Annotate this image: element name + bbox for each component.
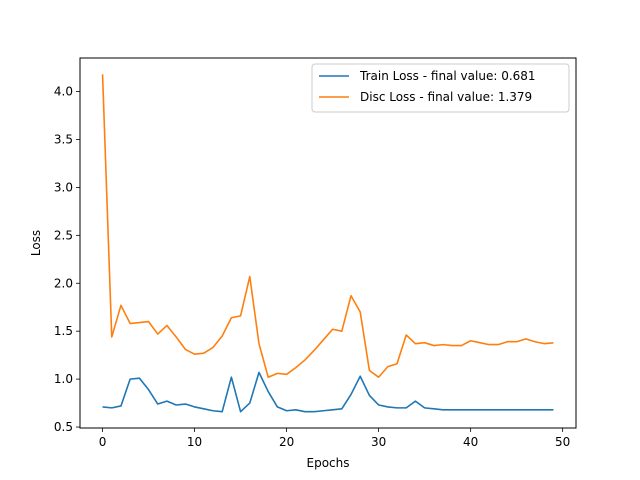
y-tick-label: 1.0 xyxy=(54,372,73,386)
x-tick-label: 10 xyxy=(187,435,202,449)
axes-frame xyxy=(79,57,577,429)
y-tick-label: 1.5 xyxy=(54,324,73,338)
legend-entry-train: Train Loss - final value: 0.681 xyxy=(359,69,536,83)
series-line-train-loss xyxy=(102,371,554,413)
y-tick-label: 3.0 xyxy=(54,180,73,194)
legend-entry-disc: Disc Loss - final value: 1.379 xyxy=(360,90,532,104)
x-axis-ticks: 0 10 20 30 40 50 xyxy=(99,428,570,449)
legend-box xyxy=(311,63,570,113)
x-axis-label: Epochs xyxy=(307,456,350,470)
series-line-disc-loss xyxy=(101,74,554,379)
y-tick-label: 0.5 xyxy=(54,420,73,434)
legend: Train Loss - final value: 0.681 Disc Los… xyxy=(311,63,570,113)
y-axis-label: Loss xyxy=(29,230,43,256)
y-tick-label: 2.0 xyxy=(54,276,73,290)
plot-lines xyxy=(101,74,554,413)
x-tick-label: 40 xyxy=(463,435,478,449)
y-tick-label: 3.5 xyxy=(54,132,73,146)
x-tick-label: 20 xyxy=(279,435,294,449)
y-axis-ticks: 0.5 1.0 1.5 2.0 2.5 3.0 3.5 4.0 xyxy=(54,85,80,434)
y-tick-label: 2.5 xyxy=(54,228,73,242)
x-tick-label: 0 xyxy=(99,435,107,449)
x-tick-label: 50 xyxy=(555,435,570,449)
x-tick-label: 30 xyxy=(371,435,386,449)
y-tick-label: 4.0 xyxy=(54,85,73,99)
